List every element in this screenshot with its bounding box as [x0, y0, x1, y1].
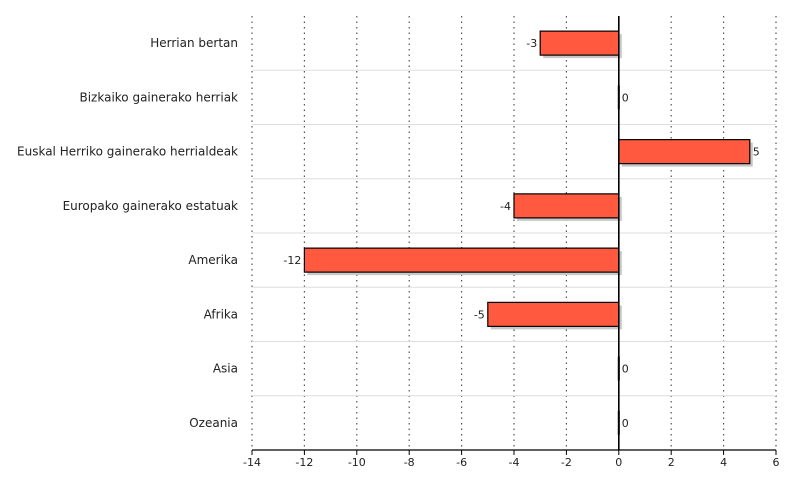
x-tick-label-2: -10 [348, 456, 366, 469]
value-label-6: 0 [622, 363, 629, 376]
x-tick-label-4: -6 [456, 456, 467, 469]
category-bands [252, 69, 776, 397]
x-tick-label-5: -4 [509, 456, 520, 469]
bar-0 [539, 30, 620, 56]
value-label-0: -3 [526, 37, 537, 50]
x-tick-label-3: -8 [404, 456, 415, 469]
category-label-4: Amerika [188, 253, 238, 267]
x-tick-label-7: 0 [615, 456, 622, 469]
x-tick-label-10: 6 [773, 456, 780, 469]
axis-layer [251, 16, 777, 455]
x-tick-label-8: 2 [668, 456, 675, 469]
x-tick-label-0: -14 [243, 456, 261, 469]
category-label-3: Europako gainerako estatuak [63, 199, 238, 213]
x-tick-label-1: -12 [295, 456, 313, 469]
bar-2 [618, 139, 751, 165]
value-label-7: 0 [622, 417, 629, 430]
category-label-6: Asia [213, 362, 238, 376]
category-label-2: Euskal Herriko gainerako herrialdeak [17, 145, 238, 159]
value-label-2: 5 [753, 146, 760, 159]
labels-layer: -14 -12 -10 -8 -6 -4 -2 0 2 4 6 Herrian bertan -3 Biz… [17, 36, 779, 469]
category-label-1: Bizkaiko gainerako herriak [79, 90, 238, 104]
bar-5 [487, 301, 620, 327]
value-label-4: -12 [283, 254, 301, 267]
value-label-5: -5 [474, 308, 485, 321]
category-label-7: Ozeania [189, 416, 238, 430]
bar-4 [303, 247, 620, 273]
bars-layer [303, 30, 753, 435]
value-label-1: 0 [622, 91, 629, 104]
x-tick-label-9: 4 [720, 456, 727, 469]
category-label-5: Afrika [204, 307, 238, 321]
value-label-3: -4 [500, 200, 511, 213]
x-tick-label-6: -2 [561, 456, 572, 469]
bar-3 [513, 193, 620, 219]
category-label-0: Herrian bertan [150, 36, 238, 50]
